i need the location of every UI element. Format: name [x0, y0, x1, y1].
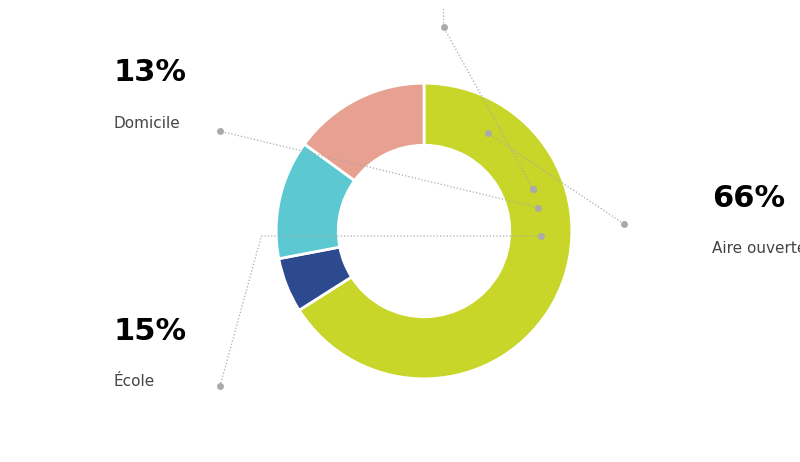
Text: 66%: 66% — [712, 184, 786, 213]
Text: Aire ouverte: Aire ouverte — [712, 241, 800, 256]
Wedge shape — [299, 83, 572, 379]
Text: 15%: 15% — [114, 317, 186, 346]
Text: Domicile: Domicile — [114, 116, 180, 131]
Wedge shape — [304, 83, 424, 181]
Text: 13%: 13% — [114, 58, 186, 87]
Wedge shape — [276, 144, 354, 259]
Text: École: École — [114, 374, 154, 389]
Wedge shape — [278, 247, 352, 310]
